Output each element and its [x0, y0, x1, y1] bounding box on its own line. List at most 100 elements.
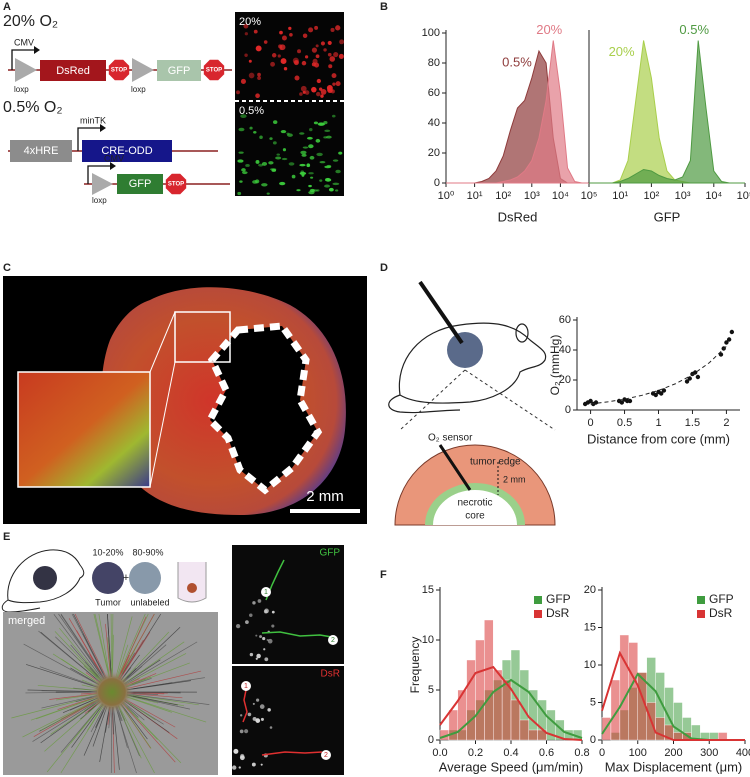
- cell: [279, 30, 283, 35]
- y-tick-label: 60: [428, 87, 440, 99]
- x-tick-label: 300: [700, 747, 718, 759]
- fit-line: [590, 345, 727, 405]
- cell: [328, 187, 334, 192]
- bar: [528, 729, 538, 741]
- cell: [313, 121, 319, 125]
- cell: [255, 179, 260, 184]
- condition-title: 0.5% O₂: [3, 99, 63, 116]
- gene-label: GFP: [129, 178, 152, 190]
- x-tick-label: 400: [736, 747, 750, 759]
- panel-label: B: [380, 1, 388, 13]
- cell: [245, 164, 250, 167]
- y-tick-label: 80: [428, 57, 440, 69]
- x-tick-label: 2: [723, 417, 729, 429]
- cell: [323, 48, 327, 52]
- cell-sprout: [71, 613, 106, 679]
- legend-label: DsR: [546, 606, 570, 620]
- gene-label: GFP: [168, 65, 191, 77]
- cell-sprout: [53, 614, 104, 681]
- cell: [288, 162, 295, 166]
- spheroid: [187, 583, 197, 593]
- cell: [301, 60, 307, 66]
- cell-sprout: [111, 613, 114, 678]
- area: [589, 40, 745, 184]
- gene-box: [82, 140, 172, 162]
- cell-sprout: [124, 641, 185, 684]
- y-tick-label: 40: [428, 117, 440, 129]
- point: [619, 400, 625, 405]
- cell: [326, 177, 330, 182]
- cell-sprout: [71, 703, 104, 748]
- cell: [282, 148, 287, 152]
- cell: [255, 718, 261, 723]
- tumor: [33, 566, 57, 590]
- cell: [332, 159, 339, 162]
- series-label: 0.5%: [502, 54, 532, 69]
- cell-sprout: [40, 700, 100, 744]
- cell: [281, 35, 287, 41]
- cell-sprout: [94, 613, 110, 678]
- cell: [300, 150, 307, 155]
- loxp-site: [92, 173, 113, 195]
- cell: [235, 623, 241, 629]
- promoter-arrow: [11, 49, 34, 70]
- cell: [236, 90, 240, 95]
- cell-sprout: [124, 700, 170, 733]
- cell: [315, 138, 321, 143]
- cell: [312, 58, 318, 64]
- cell: [239, 729, 244, 734]
- sensor-needle: [438, 444, 472, 491]
- zoom-inset: [17, 371, 151, 488]
- legend-label: GFP: [709, 592, 734, 606]
- y-tick-label: 100: [422, 27, 440, 39]
- cell: [271, 168, 277, 172]
- cell-sprout: [113, 706, 120, 770]
- tumor: [447, 332, 483, 368]
- stop-label: STOP: [111, 68, 127, 74]
- gene-box: [117, 174, 163, 194]
- cell-sprout: [125, 653, 187, 686]
- stop-sign: STOP: [203, 59, 225, 81]
- cell: [299, 163, 306, 167]
- track: [261, 751, 323, 756]
- cell-sprout: [41, 690, 98, 693]
- cell: [325, 135, 332, 139]
- x-tick-label: 1.5: [685, 417, 700, 429]
- x-tick-label: 0.5: [617, 417, 632, 429]
- cell-sprout: [117, 705, 142, 759]
- cell: [255, 160, 260, 164]
- cell: [243, 23, 249, 29]
- cell: [252, 702, 255, 705]
- cell: [316, 78, 322, 84]
- cell: [279, 181, 286, 186]
- cell: [240, 78, 246, 84]
- legend-label: DsR: [709, 606, 733, 620]
- y-tick-label: 0: [565, 404, 571, 416]
- x-tick-label: 0.4: [503, 747, 518, 759]
- cell: [268, 161, 274, 165]
- stop-sign: STOP: [108, 59, 130, 81]
- x-tick-label: 10³: [524, 190, 540, 202]
- cell: [240, 114, 247, 118]
- gene-box: [40, 60, 106, 81]
- cell: [299, 92, 303, 96]
- cell: [308, 190, 315, 195]
- cell: [324, 129, 331, 132]
- x-axis-title: GFP: [654, 209, 681, 224]
- cell: [279, 47, 283, 51]
- x-axis-title: Distance from core (mm): [587, 431, 730, 446]
- x-tick-label: 10²: [643, 190, 659, 202]
- cell-sprout: [30, 696, 98, 721]
- cell: [275, 156, 282, 160]
- cell-sprout: [32, 699, 100, 742]
- cell: [320, 41, 326, 46]
- channel-label: GFP: [319, 548, 340, 559]
- cell: [314, 25, 319, 30]
- panel-label: F: [380, 569, 387, 581]
- track-marker: [321, 750, 331, 760]
- cell-sprout: [40, 698, 99, 731]
- zoom-line: [464, 369, 556, 431]
- construct-diagram: 20% O₂ CMV loxp DsRed STOP loxp GFP STOP…: [3, 13, 232, 205]
- cell: [308, 172, 314, 175]
- cell-sprout: [116, 613, 146, 679]
